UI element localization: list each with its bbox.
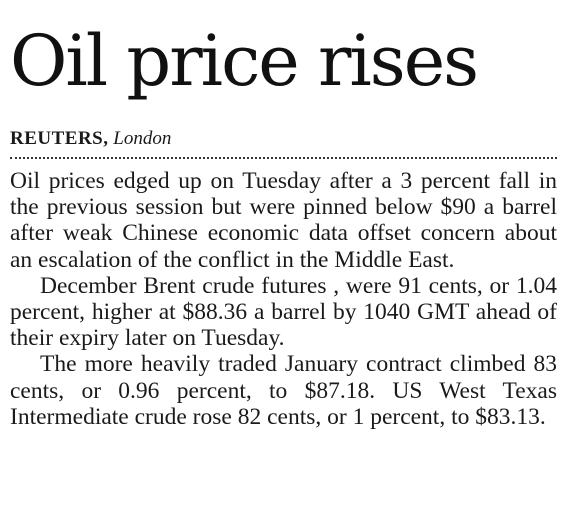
byline-agency: REUTERS,: [10, 128, 109, 149]
headline: Oil price rises: [10, 20, 479, 102]
paragraph-1: Oil prices edged up on Tuesday after a 3…: [10, 168, 557, 273]
byline: REUTERS, London: [10, 127, 557, 151]
article-body: Oil prices edged up on Tuesday after a 3…: [10, 168, 557, 430]
byline-location: London: [113, 128, 172, 149]
dotted-divider: [10, 157, 557, 159]
paragraph-2: December Brent crude futures , were 91 c…: [10, 272, 557, 352]
news-article: Oil price rises REUTERS, London Oil pric…: [10, 0, 557, 430]
paragraph-3: The more heavily traded January contract…: [10, 351, 557, 430]
